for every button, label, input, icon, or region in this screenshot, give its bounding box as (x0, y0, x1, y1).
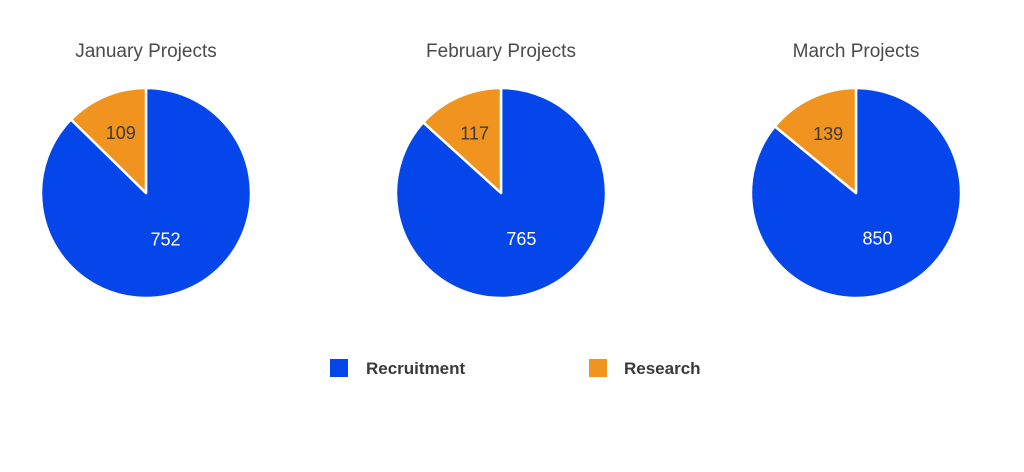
pie-slice-research (773, 86, 858, 195)
pie-chart-1: January Projects 752 109 (39, 41, 253, 300)
slice-value-label: 109 (106, 123, 136, 143)
slice-value-label: 139 (813, 124, 843, 144)
legend-label: Research (624, 359, 701, 378)
legend: Recruitment Research (330, 359, 701, 378)
legend-item-recruitment: Recruitment (330, 359, 466, 378)
legend-item-research: Research (589, 359, 701, 378)
pie-title: March Projects (793, 41, 920, 62)
pie-slice-research (422, 86, 503, 195)
legend-swatch (330, 359, 348, 377)
legend-swatch (589, 359, 607, 377)
pie-chart-3: March Projects 850 139 (749, 41, 963, 300)
pie-title: February Projects (426, 41, 576, 62)
pie-chart-2: February Projects 765 117 (394, 41, 608, 300)
pie-title: January Projects (75, 41, 217, 62)
slice-value-label: 765 (506, 229, 536, 249)
slice-value-label: 752 (150, 229, 180, 249)
slice-value-label: 850 (863, 229, 893, 249)
slice-value-label: 117 (460, 123, 489, 143)
pie-slice-research (69, 86, 148, 195)
legend-label: Recruitment (366, 359, 466, 378)
